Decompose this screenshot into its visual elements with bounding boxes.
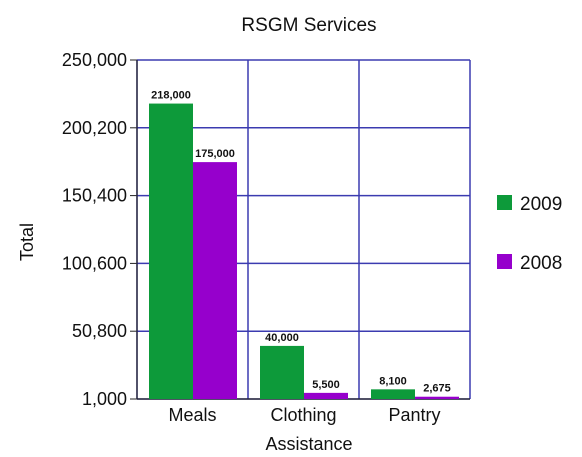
chart-title: RSGM Services (241, 15, 376, 36)
legend-swatch-2008 (497, 254, 512, 269)
data-label-meals-2008: 175,000 (195, 148, 235, 160)
y-tick-label: 150,400 (62, 186, 127, 206)
y-tick-label: 1,000 (82, 389, 127, 409)
category-label-meals: Meals (168, 405, 216, 425)
bar-meals-2008 (193, 162, 237, 399)
bar-clothing-2009 (260, 345, 304, 399)
y-tick-label: 250,000 (62, 50, 127, 70)
data-label-clothing-2008: 5,500 (312, 379, 340, 391)
legend: 2009 2008 (497, 194, 562, 274)
bar-meals-2009 (149, 103, 193, 400)
legend-swatch-2009 (497, 195, 512, 210)
y-axis-label: Total (17, 223, 37, 261)
legend-item-2008: 2008 (497, 253, 562, 274)
data-labels: 218,000 175,000 40,000 5,500 8,100 2,675 (151, 90, 451, 395)
bar-clothing-2008 (304, 392, 348, 399)
y-tick-labels: 1,000 50,800 100,600 150,400 200,200 250,000 (62, 50, 127, 409)
legend-item-2009: 2009 (497, 194, 562, 215)
bar-pantry-2008 (415, 396, 459, 399)
bars (149, 103, 459, 400)
category-labels: Meals Clothing Pantry (168, 405, 440, 425)
bar-pantry-2009 (371, 389, 415, 399)
data-label-pantry-2009: 8,100 (379, 375, 407, 387)
y-tick-label: 50,800 (72, 321, 127, 341)
y-tick-label: 200,200 (62, 118, 127, 138)
legend-label-2009: 2009 (520, 194, 562, 215)
data-label-pantry-2008: 2,675 (423, 383, 451, 395)
y-tick-label: 100,600 (62, 253, 127, 273)
data-label-meals-2009: 218,000 (151, 90, 191, 102)
data-label-clothing-2009: 40,000 (265, 332, 299, 344)
legend-label-2008: 2008 (520, 253, 562, 274)
category-label-pantry: Pantry (388, 405, 440, 425)
category-label-clothing: Clothing (270, 405, 336, 425)
x-axis-label: Assistance (265, 434, 352, 454)
